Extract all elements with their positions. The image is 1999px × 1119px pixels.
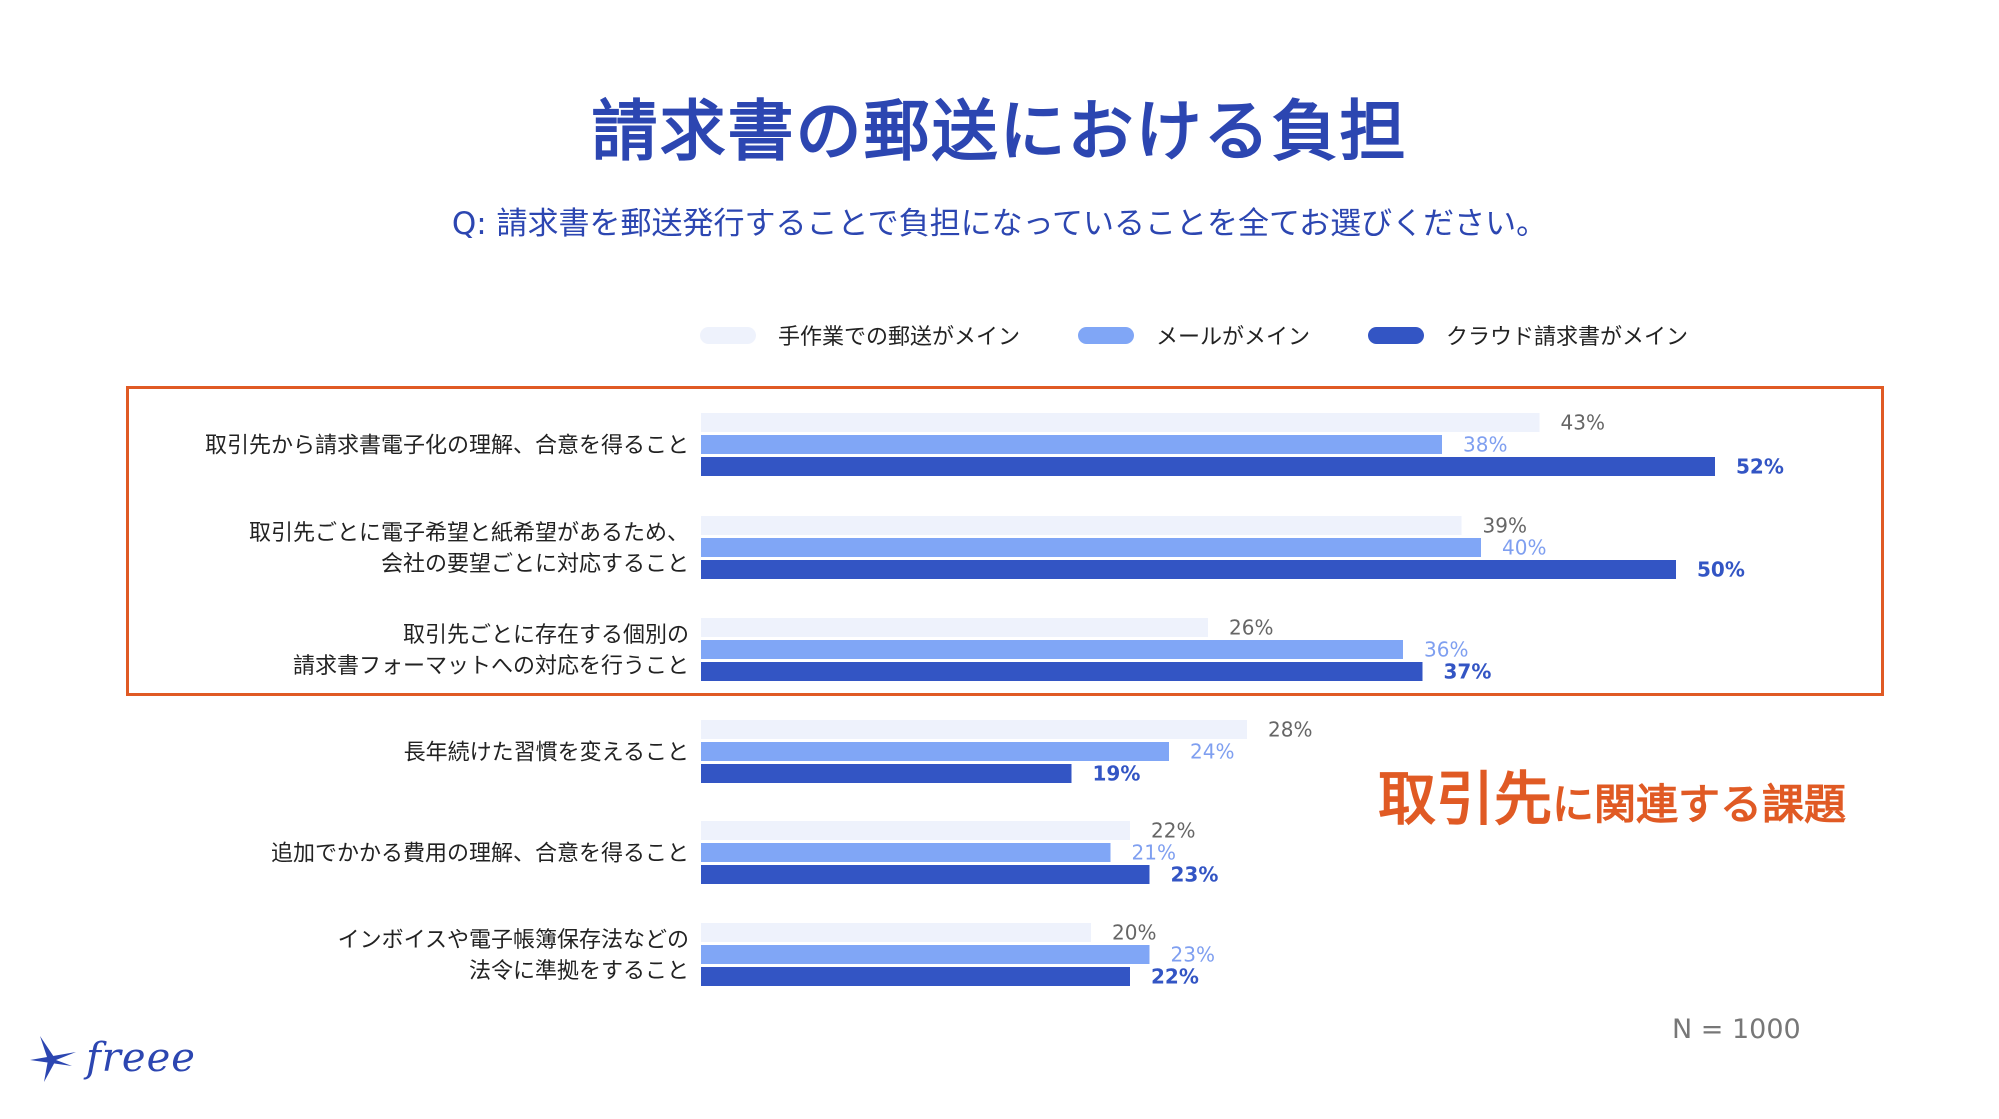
bar-manual: [701, 618, 1208, 637]
legend-item-manual: 手作業での郵送がメイン: [700, 319, 1020, 351]
data-label-cloud: 52%: [1736, 455, 1784, 479]
data-label-cloud: 37%: [1444, 660, 1492, 684]
bar-email: [701, 742, 1169, 761]
bar-email: [701, 640, 1403, 659]
data-label-email: 38%: [1463, 433, 1507, 457]
logo-text: freee: [86, 1035, 196, 1081]
legend-label-email: メールがメイン: [1156, 325, 1311, 350]
category-label: 法令に準拠をすること: [469, 959, 689, 984]
data-label-email: 36%: [1424, 638, 1468, 662]
data-label-cloud: 22%: [1151, 965, 1199, 989]
bar-cloud: [701, 865, 1150, 884]
data-label-cloud: 23%: [1171, 863, 1219, 887]
data-label-cloud: 19%: [1093, 762, 1141, 786]
bar-manual: [701, 516, 1462, 535]
legend-item-cloud: クラウド請求書がメイン: [1368, 319, 1688, 351]
page-title: 請求書の郵送における負担: [591, 93, 1408, 170]
bar-email: [701, 435, 1442, 454]
bar-email: [701, 945, 1150, 964]
callout-rest: に関連する課題: [1552, 780, 1847, 829]
category-label: 請求書フォーマットへの対応を行うこと: [293, 654, 689, 679]
chart-legend: 手作業での郵送がメイン メールがメイン クラウド請求書がメイン: [700, 318, 1746, 352]
highlight-box: [126, 386, 1884, 696]
data-label-manual: 43%: [1561, 411, 1605, 435]
legend-swatch-email: [1078, 326, 1135, 344]
sample-size-note: N = 1000: [1672, 1014, 1801, 1045]
category-label: インボイスや電子帳簿保存法などの: [338, 928, 689, 953]
category-label: 取引先ごとに電子希望と紙希望があるため、: [249, 521, 689, 546]
data-label-manual: 39%: [1483, 514, 1527, 538]
legend-label-manual: 手作業での郵送がメイン: [778, 325, 1021, 350]
data-label-email: 23%: [1171, 943, 1215, 967]
callout-text: 取引先に関連する課題: [1378, 752, 1878, 836]
bar-cloud: [701, 967, 1130, 986]
survey-question: Q: 請求書を郵送発行することで負担になっていることを全てお選びください。: [451, 206, 1548, 242]
bar-cloud: [701, 764, 1072, 783]
bar-manual: [701, 413, 1540, 432]
bar-cloud: [701, 457, 1715, 476]
data-label-manual: 20%: [1112, 921, 1156, 945]
bar-manual: [701, 821, 1130, 840]
category-label: 会社の要望ごとに対応すること: [381, 552, 689, 577]
category-label: 取引先から請求書電子化の理解、合意を得ること: [205, 434, 689, 459]
data-label-cloud: 50%: [1697, 558, 1745, 582]
bar-cloud: [701, 662, 1423, 681]
data-label-manual: 22%: [1151, 819, 1195, 843]
legend-label-cloud: クラウド請求書がメイン: [1446, 325, 1689, 350]
bar-email: [701, 843, 1111, 862]
data-label-manual: 26%: [1229, 616, 1273, 640]
category-label: 取引先ごとに存在する個別の: [403, 623, 689, 648]
data-label-email: 21%: [1132, 841, 1176, 865]
legend-swatch-cloud: [1368, 326, 1425, 344]
bar-manual: [701, 923, 1091, 942]
bird-icon: [30, 1036, 76, 1082]
callout-emphasis: 取引先: [1378, 765, 1553, 833]
data-label-email: 24%: [1190, 740, 1234, 764]
bar-manual: [701, 720, 1247, 739]
category-label: 長年続けた習慣を変えること: [404, 741, 689, 766]
bar-email: [701, 538, 1481, 557]
brand-logo: freee: [26, 1030, 196, 1086]
data-label-manual: 28%: [1268, 718, 1312, 742]
legend-swatch-manual: [700, 326, 756, 344]
legend-item-email: メールがメイン: [1078, 319, 1310, 351]
data-label-email: 40%: [1502, 536, 1546, 560]
bar-cloud: [701, 560, 1676, 579]
category-label: 追加でかかる費用の理解、合意を得ること: [271, 842, 689, 867]
